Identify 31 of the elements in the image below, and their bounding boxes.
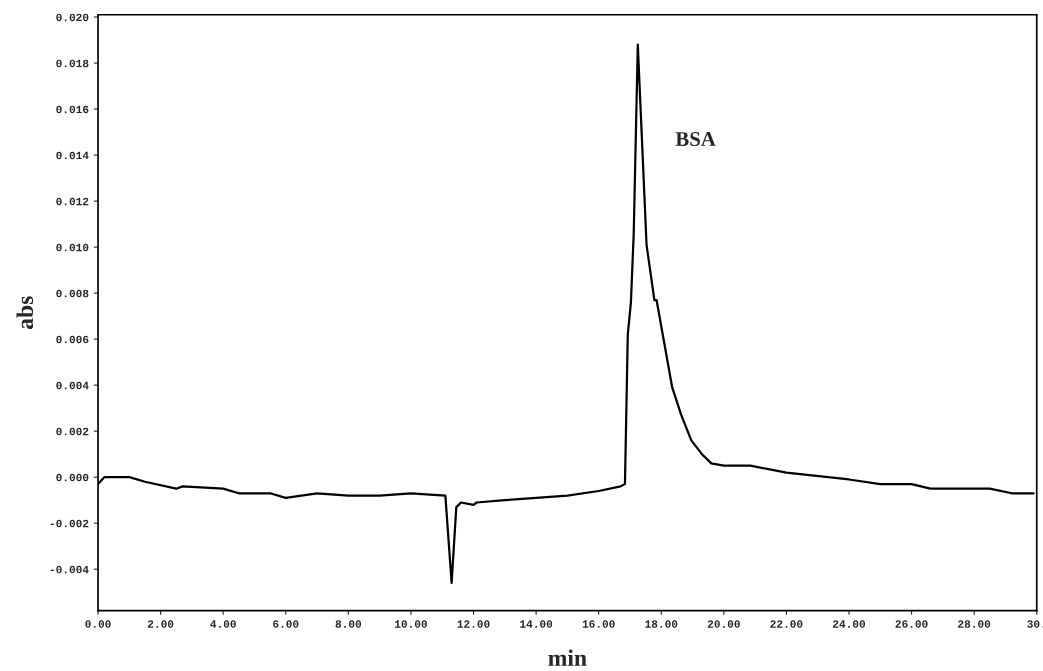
x-tick-label: 20.00 bbox=[707, 620, 740, 628]
y-tick-label: 0.006 bbox=[56, 335, 89, 344]
y-tick-label: 0.014 bbox=[56, 151, 89, 160]
x-tick-label: 26.00 bbox=[895, 620, 928, 628]
x-tick-label: 4.00 bbox=[210, 620, 236, 628]
y-tick-label: 0.008 bbox=[56, 289, 89, 298]
x-tick-label: 18.00 bbox=[645, 620, 678, 628]
y-tick-label: 0.002 bbox=[56, 427, 89, 436]
x-tick-label: 10.00 bbox=[395, 620, 427, 628]
y-tick-label: 0.020 bbox=[56, 13, 89, 22]
x-tick-label: 6.00 bbox=[273, 620, 299, 628]
x-tick-label: 14.00 bbox=[520, 620, 553, 628]
y-tick-label: 0.000 bbox=[56, 473, 89, 482]
x-tick-label: 22.00 bbox=[770, 620, 803, 628]
x-tick-label: 8.00 bbox=[335, 620, 362, 628]
x-tick-label: 0.00 bbox=[85, 620, 111, 628]
y-tick-label: 0.010 bbox=[56, 243, 89, 252]
annotation: BSA bbox=[675, 132, 716, 147]
y-axis-title: abs bbox=[16, 296, 34, 329]
x-tick-label: 12.00 bbox=[457, 620, 490, 628]
x-axis-title: min bbox=[548, 649, 587, 666]
y-tick-label: -0.002 bbox=[50, 519, 89, 528]
y-tick-label: 0.016 bbox=[56, 105, 89, 114]
y-tick-label: -0.004 bbox=[50, 565, 89, 574]
x-tick-label: 28.00 bbox=[958, 620, 991, 628]
y-tick-label: 0.018 bbox=[56, 59, 89, 68]
y-tick-label: 0.004 bbox=[56, 381, 89, 390]
x-tick-label: 16.00 bbox=[582, 620, 615, 628]
x-tick-label: 24.00 bbox=[833, 620, 866, 628]
x-tick-label: 2.00 bbox=[147, 620, 174, 628]
y-tick-label: 0.012 bbox=[56, 197, 89, 206]
